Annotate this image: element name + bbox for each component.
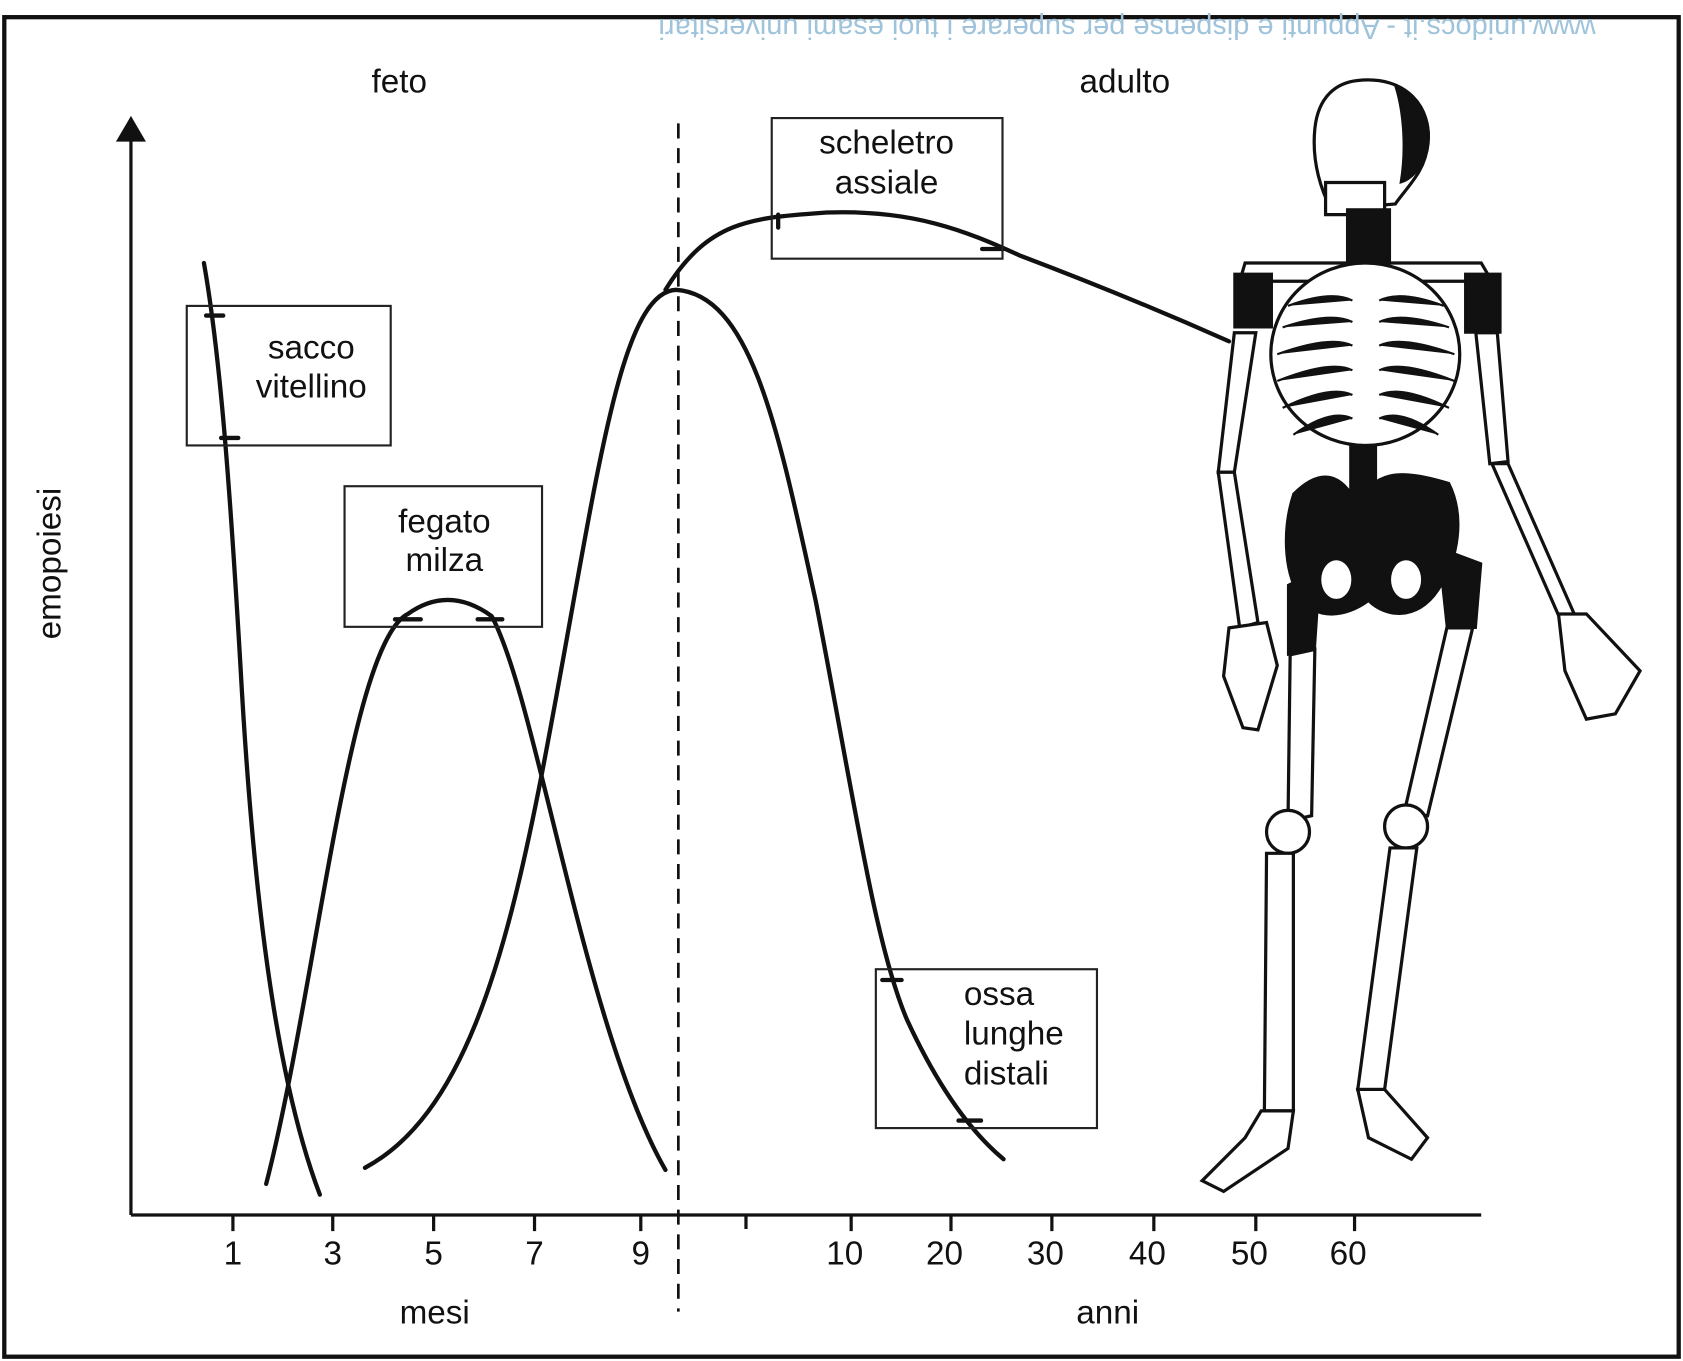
tick-label: 1 xyxy=(224,1236,243,1273)
tick-label: 30 xyxy=(1027,1236,1064,1273)
site-label: scheletro xyxy=(819,125,954,162)
tick-label: 60 xyxy=(1330,1236,1367,1273)
tick-label: 20 xyxy=(926,1236,963,1273)
skeleton-part xyxy=(1267,810,1310,853)
site-label: milza xyxy=(406,542,484,579)
site-label: fegato xyxy=(398,504,491,541)
tick-label: 7 xyxy=(525,1236,544,1273)
site-label: sacco xyxy=(268,330,355,367)
x-axis-label: mesi xyxy=(400,1295,470,1332)
skeleton-part xyxy=(1385,805,1428,848)
skeleton-part xyxy=(1391,560,1421,599)
y-axis-label: emopoiesi xyxy=(31,488,68,640)
period-label: adulto xyxy=(1080,64,1171,101)
tick-label: 9 xyxy=(632,1236,651,1273)
skeleton-part xyxy=(1321,560,1351,599)
body: www.unidocs.it - Appunti e dispense per … xyxy=(0,0,1683,1361)
site-label: vitellino xyxy=(256,368,367,405)
tick-label: 40 xyxy=(1129,1236,1166,1273)
tick-label: 3 xyxy=(323,1236,342,1273)
skeleton-part xyxy=(1271,263,1460,445)
tick-label: 50 xyxy=(1231,1236,1268,1273)
watermark: www.unidocs.it - Appunti e dispense per … xyxy=(658,12,1596,44)
page: emopoiesi {"watermark": "www.unidocs.it … xyxy=(0,0,1683,1361)
x-axis-label: anni xyxy=(1076,1295,1139,1332)
period-label: feto xyxy=(372,64,428,101)
figure: www.unidocs.it - Appunti e dispense per … xyxy=(0,0,1683,1361)
site-label: ossa xyxy=(964,976,1035,1013)
site-label: lunghe xyxy=(964,1016,1064,1053)
tick-label: 5 xyxy=(424,1236,443,1273)
site-label: distali xyxy=(964,1055,1049,1092)
tick-label: 10 xyxy=(826,1236,863,1273)
site-label: assiale xyxy=(835,164,939,201)
